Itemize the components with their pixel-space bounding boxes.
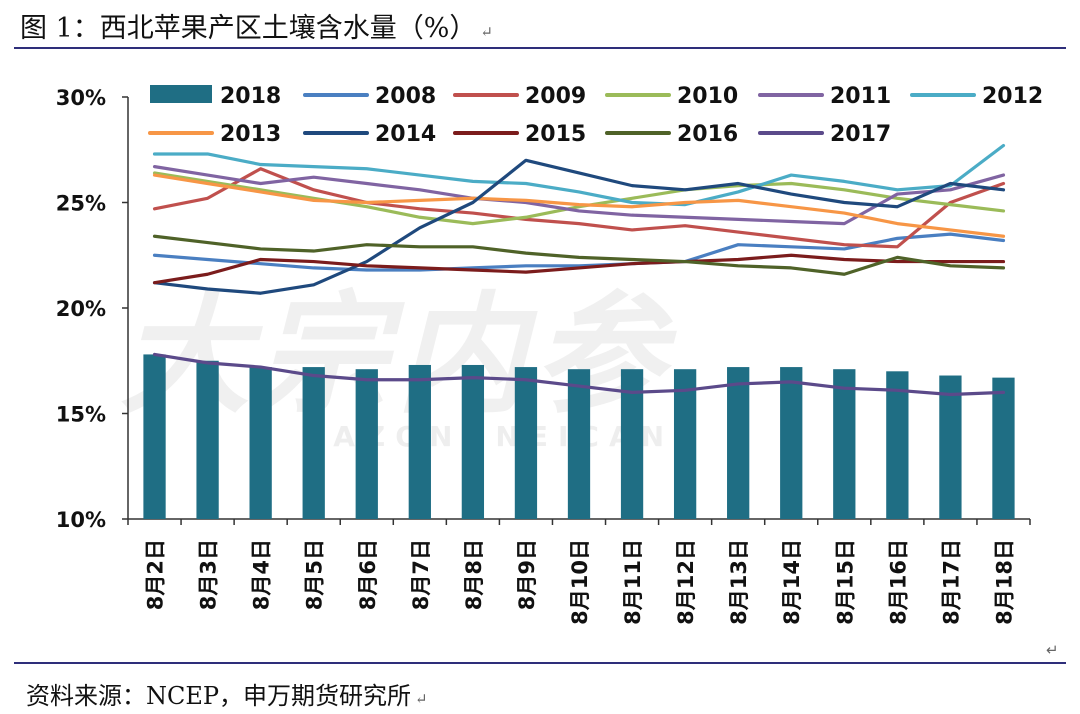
bar-2018 <box>992 377 1015 519</box>
series-line-2011 <box>152 165 1006 226</box>
legend-swatch-2018 <box>150 85 212 103</box>
y-tick-label: 30% <box>56 86 106 110</box>
bar-2018 <box>461 364 485 519</box>
series-line-2013 <box>152 173 1006 238</box>
legend-label-2010: 2010 <box>677 84 738 109</box>
legend-label-2016: 2016 <box>677 122 738 147</box>
return-mark-source: ↵ <box>415 690 428 708</box>
x-tick-label: 8月10日 <box>568 539 592 625</box>
legend-label-2013: 2013 <box>220 122 281 147</box>
x-tick-label: 8月6日 <box>356 539 380 610</box>
series-line-2014 <box>152 158 1006 295</box>
x-tick-label: 8月11日 <box>621 539 645 625</box>
legend-label-2009: 2009 <box>525 84 586 109</box>
x-tick-label: 8月2日 <box>144 539 168 610</box>
figure-title: 图 1：西北苹果产区土壤含水量（%） ↵ <box>20 6 493 45</box>
bar-2018 <box>780 367 803 519</box>
x-tick-label: 8月8日 <box>462 539 486 610</box>
series-line-2017 <box>152 352 1006 397</box>
legend-label-2018: 2018 <box>220 84 281 109</box>
x-tick-label: 8月4日 <box>250 539 274 610</box>
bar-2018 <box>143 354 166 519</box>
legend-label-2008: 2008 <box>375 84 436 109</box>
x-tick-label: 8月7日 <box>409 539 433 610</box>
return-mark-right: ↵ <box>1046 641 1059 659</box>
series-line-2015 <box>152 253 1006 285</box>
x-tick-label: 8月9日 <box>515 539 539 610</box>
legend-label-2014: 2014 <box>375 122 436 147</box>
bar-2018 <box>408 364 431 519</box>
source-note: 资料来源：NCEP，申万期货研究所 ↵ <box>26 676 428 711</box>
bottom-rule <box>14 662 1066 664</box>
bar-2018 <box>727 367 750 519</box>
series-line-2010 <box>152 171 1006 226</box>
x-tick-label: 8月5日 <box>303 539 327 610</box>
bar-2018 <box>567 369 591 519</box>
x-tick-label: 8月13日 <box>727 539 751 625</box>
figure-title-text: 图 1：西北苹果产区土壤含水量（%） <box>20 13 477 44</box>
x-tick-label: 8月12日 <box>674 539 698 625</box>
y-tick-label: 20% <box>56 297 106 321</box>
bar-2018 <box>620 369 644 519</box>
y-tick-label: 25% <box>56 192 106 216</box>
bar-2018 <box>249 367 272 519</box>
y-tick-label: 15% <box>56 403 106 427</box>
top-rule <box>14 47 1066 49</box>
bar-2018 <box>302 367 325 519</box>
series-line-2009 <box>152 167 1006 249</box>
x-tick-label: 8月16日 <box>886 539 910 625</box>
x-tick-label: 8月3日 <box>197 539 221 610</box>
source-note-text: 资料来源：NCEP，申万期货研究所 <box>26 682 412 710</box>
legend-label-2011: 2011 <box>830 84 891 109</box>
bar-2018 <box>196 360 219 519</box>
bar-2018 <box>514 367 538 519</box>
bar-2018 <box>355 369 378 519</box>
legend-label-2012: 2012 <box>982 84 1043 109</box>
bar-2018 <box>673 369 697 519</box>
x-tick-label: 8月18日 <box>992 539 1016 625</box>
bar-2018 <box>833 369 856 519</box>
series-line-2012 <box>152 143 1006 207</box>
y-tick-label: 10% <box>56 508 106 532</box>
x-tick-label: 8月14日 <box>780 539 804 625</box>
series-line-2016 <box>152 234 1006 276</box>
legend-label-2017: 2017 <box>830 122 891 147</box>
bar-2018 <box>939 375 962 519</box>
return-mark: ↵ <box>480 23 493 41</box>
bar-2018 <box>886 371 909 519</box>
legend-label-2015: 2015 <box>525 122 586 147</box>
x-tick-label: 8月17日 <box>939 539 963 625</box>
x-tick-label: 8月15日 <box>833 539 857 625</box>
